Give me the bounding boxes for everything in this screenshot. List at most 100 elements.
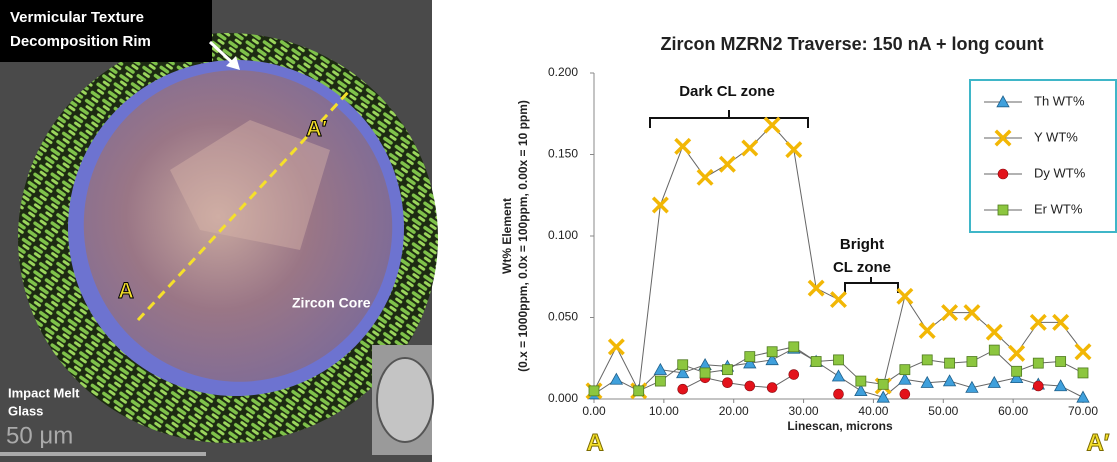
marker: [1053, 379, 1068, 392]
legend-label: Dy WT%: [1034, 165, 1086, 180]
core-label: Zircon Core: [292, 295, 371, 311]
marker: [744, 380, 756, 392]
marker: [942, 374, 957, 387]
chart: Zircon MZRN2 Traverse: 150 nA + long cou…: [500, 34, 1117, 457]
annotation: Bright: [840, 236, 884, 253]
marker: [766, 346, 778, 358]
marker: [1052, 313, 1070, 331]
marker: [918, 322, 936, 340]
marker: [653, 362, 668, 375]
micrograph: Vermicular Texture Decomposition Rim A A…: [0, 0, 438, 462]
marker: [1074, 343, 1092, 361]
marker: [696, 168, 714, 186]
marker: [676, 366, 690, 379]
marker: [677, 383, 689, 395]
annotation: CL zone: [833, 259, 891, 276]
y-axis-label: (0.x = 1000ppm, 0.0x = 100ppm, 0.00x = 1…: [516, 100, 530, 372]
marker: [920, 375, 934, 388]
marker: [718, 155, 736, 173]
marker: [674, 137, 692, 155]
x-axis-label: Linescan, microns: [787, 419, 893, 433]
marker: [807, 279, 825, 297]
y-axis-label: Wt% Element: [500, 198, 514, 274]
marker: [788, 369, 800, 380]
marker: [633, 385, 645, 397]
marker: [1076, 390, 1090, 403]
bracket: [844, 277, 899, 293]
core-texture: [170, 120, 330, 250]
marker: [833, 388, 844, 400]
x-tick-label: 10.00: [649, 404, 679, 418]
x-tick-label: 40.00: [858, 404, 888, 418]
marker: [877, 378, 889, 390]
marker: [607, 338, 625, 356]
marker: [1077, 367, 1089, 379]
marker: [997, 204, 1009, 216]
y-tick-label: 0.200: [548, 65, 578, 79]
marker: [699, 367, 711, 379]
legend-label: Y WT%: [1034, 129, 1078, 144]
x-tick-label: 60.00: [998, 404, 1028, 418]
marker: [765, 353, 779, 366]
marker: [1055, 356, 1067, 367]
marker: [743, 356, 757, 369]
label-box: [0, 0, 212, 62]
scale-label: 50 μm: [6, 422, 73, 449]
marker: [944, 357, 955, 369]
marker: [744, 351, 756, 363]
matrix-label: Glass: [8, 403, 43, 418]
y-tick-label: 0.050: [548, 310, 578, 324]
marker: [722, 377, 733, 389]
marker: [1011, 365, 1023, 377]
marker: [766, 382, 778, 393]
marker: [609, 372, 624, 385]
marker: [855, 375, 867, 387]
marker: [788, 341, 800, 353]
marker: [997, 168, 1009, 180]
marker: [896, 287, 914, 305]
marker: [996, 95, 1010, 108]
marker: [741, 139, 759, 157]
marker: [898, 372, 912, 385]
marker: [1009, 370, 1024, 384]
endpoint-label: A′: [1086, 429, 1109, 456]
marker: [588, 385, 600, 397]
rim-label: Decomposition Rim: [10, 33, 151, 50]
x-tick-label: 70.00: [1068, 404, 1098, 418]
marker: [833, 354, 844, 366]
series-line: [593, 124, 1084, 393]
core: [83, 70, 393, 382]
marker: [1008, 344, 1026, 362]
marker: [963, 304, 981, 322]
marker: [651, 196, 669, 214]
bracket: [649, 110, 809, 128]
arrow-head: [226, 56, 240, 70]
section-line: [136, 88, 352, 322]
annotation: Dark CL zone: [679, 83, 775, 100]
marker: [854, 384, 868, 397]
marker: [876, 390, 890, 403]
marker: [785, 141, 803, 159]
marker: [810, 356, 822, 367]
marker: [831, 369, 846, 382]
marker: [987, 375, 1001, 388]
x-tick-label: 20.00: [719, 404, 749, 418]
chart-title: Zircon MZRN2 Traverse: 150 nA + long cou…: [661, 34, 1044, 54]
marker: [941, 304, 959, 322]
marker: [985, 323, 1003, 341]
marker: [966, 356, 978, 367]
y-tick-label: 0.150: [548, 147, 578, 161]
marker: [965, 380, 979, 393]
inset-grain: [376, 357, 434, 443]
legend-label: Er WT%: [1034, 201, 1083, 216]
rim-label: Vermicular Texture: [10, 9, 144, 26]
scale-bar: [0, 452, 206, 456]
y-tick-label: 0.100: [548, 228, 578, 242]
y-tick-label: 0.000: [548, 391, 578, 405]
x-tick-label: 50.00: [928, 404, 958, 418]
marker: [994, 129, 1012, 147]
marker: [899, 364, 911, 376]
marker: [763, 116, 781, 134]
legend-box: [969, 79, 1117, 233]
